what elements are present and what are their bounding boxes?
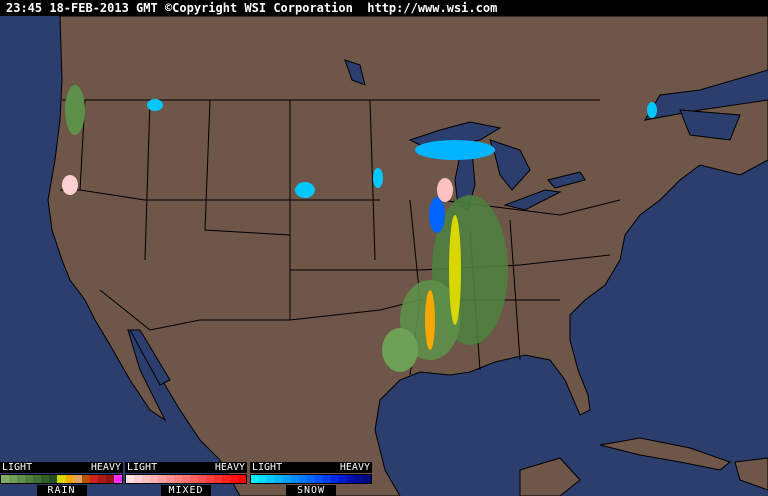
header-bar: 23:45 18-FEB-2013 GMT ©Copyright WSI Cor…	[0, 0, 768, 16]
snow-echo	[373, 168, 383, 188]
legend-swatch	[97, 475, 106, 483]
legend-swatch	[166, 475, 174, 483]
snow-echo	[147, 99, 163, 111]
legend-swatch	[283, 475, 291, 483]
legend-swatch	[17, 475, 26, 483]
land	[47, 15, 768, 496]
legend-swatch	[89, 475, 98, 483]
legend-swatch	[126, 475, 134, 483]
legend-swatch	[275, 475, 283, 483]
lake-huron	[489, 139, 531, 191]
legend-swatch	[33, 475, 42, 483]
legend-swatch	[206, 475, 214, 483]
great-lakes	[129, 59, 741, 386]
legend-swatch	[182, 475, 190, 483]
yucatan	[519, 457, 581, 496]
legend-light-label: LIGHT	[252, 462, 283, 473]
legend-swatch	[1, 475, 10, 483]
legend-swatch	[307, 475, 315, 483]
url: http://www.wsi.com	[367, 1, 498, 15]
copyright: ©Copyright WSI Corporation	[164, 1, 353, 15]
gulf-st-lawrence	[679, 109, 741, 141]
legend-swatch	[291, 475, 299, 483]
precipitation	[62, 85, 657, 372]
legend-swatch	[267, 475, 275, 483]
lake-erie	[503, 189, 562, 211]
legend-name: RAIN	[36, 485, 87, 496]
mixed-echo	[62, 175, 78, 195]
legend-swatch	[222, 475, 230, 483]
legend-swatch	[323, 475, 331, 483]
legend-name: MIXED	[161, 485, 211, 496]
legend-swatch	[41, 475, 50, 483]
legend-color-scale	[250, 474, 372, 484]
legend-rain: LIGHT HEAVY RAIN	[0, 462, 123, 496]
legend-swatch	[339, 475, 347, 483]
legend-color-scale	[0, 474, 123, 484]
legend-swatch	[230, 475, 238, 483]
cuba	[599, 437, 732, 471]
legend-light-label: LIGHT	[127, 462, 158, 473]
legend-snow: LIGHT HEAVY SNOW	[250, 462, 372, 496]
north-america-land	[47, 15, 768, 496]
legend-swatch	[49, 475, 58, 483]
legend-swatch	[25, 475, 34, 483]
legend-heavy-label: HEAVY	[214, 462, 245, 473]
legend-swatch	[150, 475, 158, 483]
snow-echo	[647, 102, 657, 118]
legend-swatch	[81, 475, 90, 483]
legend-swatch	[134, 475, 142, 483]
legend-heavy-label: HEAVY	[90, 462, 121, 473]
legend-swatch	[214, 475, 222, 483]
legend-name: SNOW	[286, 485, 336, 496]
legend-color-scale	[125, 474, 247, 484]
lake-winnipeg	[344, 59, 366, 86]
legend-swatch	[315, 475, 323, 483]
legend-light-label: LIGHT	[2, 462, 33, 473]
legend-mixed: LIGHT HEAVY MIXED	[125, 462, 247, 496]
rain-echo	[382, 328, 418, 372]
rain-echo	[65, 85, 85, 135]
legend-swatch	[65, 475, 74, 483]
legend-swatch	[363, 475, 371, 483]
legend-swatch	[174, 475, 182, 483]
legend-swatch	[299, 475, 307, 483]
legend-swatch	[259, 475, 267, 483]
legend-swatch	[251, 475, 259, 483]
timestamp: 23:45 18-FEB-2013 GMT	[6, 1, 158, 15]
heavy-rain-echo	[425, 290, 435, 350]
lake-ontario	[547, 171, 586, 189]
legend-swatch	[347, 475, 355, 483]
legend-swatch	[238, 475, 246, 483]
legend-swatch	[9, 475, 18, 483]
gulf-of-california	[129, 329, 171, 386]
legend-swatch	[105, 475, 114, 483]
legend-swatch	[73, 475, 82, 483]
legend-swatch	[113, 475, 122, 483]
snow-echo	[429, 197, 445, 233]
legend-swatch	[331, 475, 339, 483]
hispaniola	[734, 457, 768, 491]
legend-swatch	[198, 475, 206, 483]
snow-echo	[295, 182, 315, 198]
legend-swatch	[142, 475, 150, 483]
mixed-echo	[437, 178, 453, 202]
legend-swatch	[355, 475, 363, 483]
legend-swatch	[57, 475, 66, 483]
heavy-rain-echo	[449, 215, 461, 325]
legend-swatch	[190, 475, 198, 483]
snow-echo	[415, 140, 495, 160]
legend-heavy-label: HEAVY	[339, 462, 370, 473]
legend-swatch	[158, 475, 166, 483]
